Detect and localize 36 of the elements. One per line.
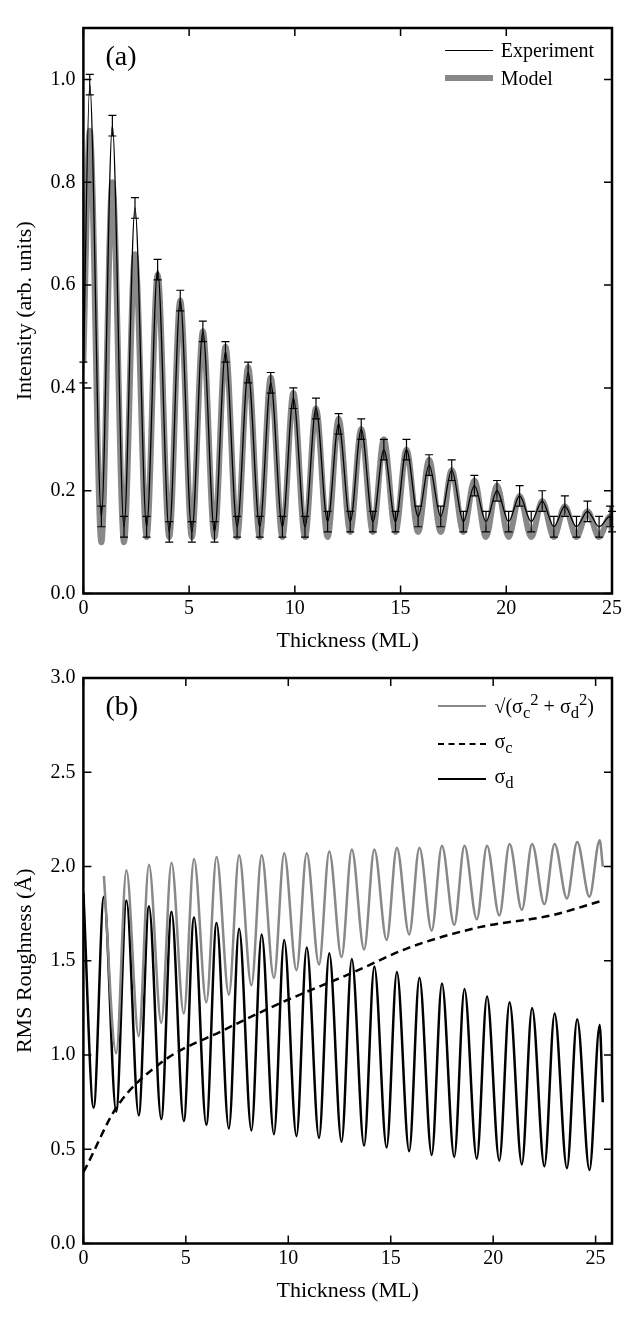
x-tick-label: 15 xyxy=(390,595,411,618)
x-tick-label: 20 xyxy=(496,595,517,618)
x-tick-label: 10 xyxy=(278,1245,299,1268)
legend-label: Experiment xyxy=(500,38,594,64)
x-tick-label: 0 xyxy=(78,595,89,618)
legend-label: σ$_{c}$ xyxy=(494,728,513,759)
x-tick-label: 5 xyxy=(180,1245,191,1268)
y-tick-label: 0.2 xyxy=(50,478,76,501)
x-axis-title: Thickness (ML) xyxy=(276,626,419,652)
legend-label: Model xyxy=(500,66,553,91)
x-tick-label: 25 xyxy=(585,1245,606,1268)
y-tick-label: 2.5 xyxy=(50,759,76,782)
x-tick-label: 20 xyxy=(483,1245,504,1268)
y-tick-label: 1.0 xyxy=(50,66,76,89)
y-tick-label: 0.8 xyxy=(50,169,76,192)
legend-label: √(σ$_{c}$$^{2}$ + σ$_{d}$$^{2}$) xyxy=(494,689,594,724)
y-tick-label: 0.6 xyxy=(50,272,76,295)
x-tick-label: 15 xyxy=(380,1245,401,1268)
y-tick-label: 0.0 xyxy=(50,580,76,603)
y-axis-title: RMS Roughness (Å) xyxy=(10,868,36,1054)
x-tick-label: 0 xyxy=(78,1245,89,1268)
annotation: (a) xyxy=(105,40,137,72)
annotation: (b) xyxy=(105,690,139,722)
x-tick-label: 25 xyxy=(602,595,622,618)
y-axis-title: Intensity (arb. units) xyxy=(10,221,36,401)
y-tick-label: 0.5 xyxy=(50,1136,76,1159)
y-tick-label: 3.0 xyxy=(50,665,76,688)
y-tick-label: 1.5 xyxy=(50,948,76,971)
y-tick-label: 2.0 xyxy=(50,853,76,876)
y-tick-label: 0.4 xyxy=(50,375,76,398)
y-tick-label: 1.0 xyxy=(50,1042,76,1065)
legend-label: σ$_{d}$ xyxy=(494,763,514,794)
x-tick-label: 5 xyxy=(184,595,195,618)
x-tick-label: 10 xyxy=(284,595,305,618)
y-tick-label: 0.0 xyxy=(50,1230,76,1253)
x-axis-title: Thickness (ML) xyxy=(276,1276,419,1302)
